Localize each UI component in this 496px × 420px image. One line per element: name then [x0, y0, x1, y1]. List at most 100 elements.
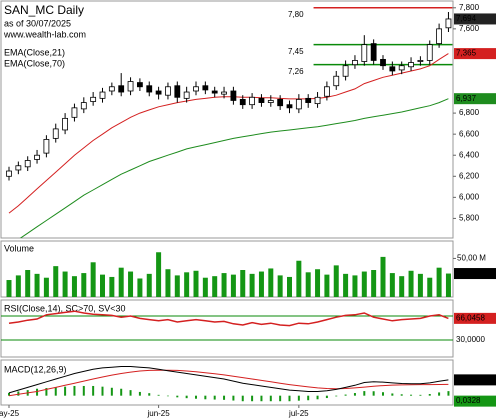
candle-body — [445, 18, 452, 29]
macd-histogram — [82, 385, 85, 396]
macd-histogram — [269, 395, 272, 402]
macd-histogram — [241, 395, 244, 402]
level-label: 7,45 — [288, 47, 304, 56]
volume-bar — [90, 262, 96, 297]
volume-bar — [427, 277, 433, 297]
macd-histogram — [372, 391, 375, 396]
candle-body — [90, 96, 97, 102]
macd-histogram — [92, 385, 95, 396]
volume-bar — [43, 277, 49, 297]
volume-bar — [202, 277, 208, 297]
candle-body — [389, 66, 396, 72]
macd-histogram — [120, 388, 123, 396]
volume-bar — [174, 275, 180, 297]
volume-bar — [436, 267, 442, 297]
macd-histogram — [166, 395, 169, 397]
macd-histogram — [363, 391, 366, 396]
candle-body — [127, 81, 134, 92]
macd-histogram — [325, 395, 328, 399]
candle-body — [342, 65, 349, 77]
volume-bar — [81, 273, 87, 297]
volume-bar — [287, 276, 292, 297]
candle-body — [286, 104, 293, 109]
volume-bar — [137, 278, 143, 297]
candle-body — [15, 165, 22, 171]
volume-bar — [352, 275, 358, 297]
candle-body — [417, 60, 424, 62]
volume-bar — [240, 270, 246, 297]
macd-histogram — [195, 395, 197, 399]
x-tick-label: jul-25 — [288, 409, 309, 418]
volume-bar — [268, 268, 274, 297]
candle-body — [249, 96, 256, 106]
candle-body — [155, 90, 162, 95]
y-tick-label: 5,800 — [459, 214, 480, 223]
candle-body — [6, 170, 12, 177]
legend-ema70: EMA(Close,70) — [4, 58, 65, 68]
candle-body — [426, 44, 433, 61]
macd-histogram — [288, 395, 291, 402]
volume-bar — [118, 267, 124, 297]
candle-body — [258, 97, 265, 103]
volume-bar — [324, 274, 330, 297]
volume-bar — [165, 269, 171, 297]
candle-body — [80, 102, 87, 110]
macd-histogram — [260, 395, 263, 402]
macd-histogram — [316, 395, 319, 400]
x-tick-label: jun-25 — [146, 409, 170, 418]
candle-body — [380, 58, 386, 67]
ema-tag: 7,365 — [456, 49, 477, 58]
volume-bar — [109, 276, 115, 297]
histogram-tag-box — [454, 395, 496, 407]
y-tick-label: 6,000 — [459, 192, 480, 201]
macd-line — [8, 366, 449, 394]
volume-bar — [212, 276, 218, 297]
candle-body — [361, 44, 368, 62]
macd-histogram — [17, 391, 20, 396]
volume-bar — [380, 256, 386, 297]
rsi-panel — [0, 299, 454, 358]
macd-histogram — [251, 395, 254, 402]
macd-histogram — [353, 393, 356, 396]
rsi-tag: 66,0458 — [456, 313, 485, 322]
macd-histogram — [428, 394, 431, 396]
volume-bar — [343, 273, 349, 297]
ema-tag: 6,937 — [456, 94, 477, 103]
candle-body — [34, 154, 40, 160]
volume-bar — [371, 270, 377, 297]
candle-body — [118, 85, 125, 93]
candle-body — [99, 91, 106, 99]
signal-line — [8, 369, 449, 397]
candle-body — [174, 85, 181, 98]
y-tick-label: 6,800 — [459, 108, 480, 117]
macd-histogram — [64, 386, 67, 396]
candle-body — [183, 91, 190, 99]
candle-body — [352, 60, 358, 66]
macd-histogram — [73, 385, 76, 396]
ema-line — [8, 53, 449, 214]
volume-bar — [333, 265, 339, 297]
candle-body — [333, 75, 340, 87]
rsi-line — [8, 310, 449, 327]
volume-bar — [417, 273, 423, 297]
legend-ema21: EMA(Close,21) — [4, 47, 65, 57]
volume-bar — [34, 273, 40, 297]
macd-histogram — [307, 395, 310, 401]
candle-body — [62, 117, 68, 131]
macd-histogram — [382, 392, 384, 396]
candle-body — [211, 90, 218, 94]
volume-tag: 30,41 M — [456, 269, 485, 278]
candle-body — [408, 62, 414, 68]
macd-plot — [8, 366, 450, 402]
y-tick-label: 30,0000 — [456, 335, 485, 344]
candle-body — [221, 91, 227, 95]
rsi-tag-box — [454, 312, 496, 324]
macd-histogram — [8, 392, 10, 396]
ema-tag-box — [454, 48, 496, 60]
level-label: 7,26 — [288, 67, 304, 76]
volume-title: Volume — [4, 243, 34, 253]
macd-histogram — [447, 391, 450, 396]
volume-bar — [193, 270, 199, 297]
candle-body — [71, 107, 78, 118]
subtitle: as of 30/07/2025 — [4, 18, 71, 28]
